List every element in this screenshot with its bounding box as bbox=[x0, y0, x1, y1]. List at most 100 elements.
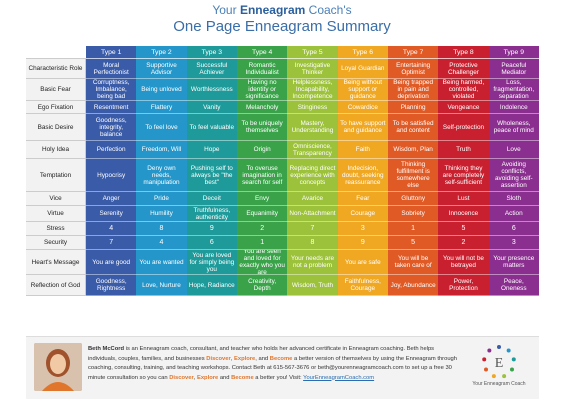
table-cell: Avarice bbox=[287, 192, 338, 206]
brand-logo: E Your Enneagram Coach bbox=[466, 343, 532, 393]
table-cell: Origin bbox=[236, 141, 288, 159]
table-cell: Indecision, doubt, seeking reassurance bbox=[337, 159, 388, 192]
type-header-5: Type 5 bbox=[287, 46, 338, 59]
become-text: Become bbox=[269, 355, 293, 362]
row-label: Basic Desire bbox=[26, 114, 86, 141]
logo-dot bbox=[497, 345, 501, 349]
table-cell: Supportive Advisor bbox=[136, 59, 187, 79]
row-label: Basic Fear bbox=[26, 79, 86, 101]
table-cell: Goodness, integrity, balance bbox=[86, 114, 137, 141]
table-cell: Loyal Guardian bbox=[337, 59, 388, 79]
table-cell: Faithfulness, Courage bbox=[337, 275, 388, 296]
table-cell: Perfection bbox=[86, 141, 137, 159]
row-label: Stress bbox=[26, 222, 86, 236]
table-cell: To be satisfied and content bbox=[387, 114, 439, 141]
table-cell: Wisdom, Truth bbox=[287, 275, 338, 296]
become-text-2: Become bbox=[231, 374, 254, 381]
table-cell: 2 bbox=[438, 236, 489, 250]
row-label: Ego Fixation bbox=[26, 101, 86, 114]
table-cell: Hypocrisy bbox=[86, 159, 137, 192]
table-cell: Vengeance bbox=[438, 101, 489, 114]
table-cell: Truth bbox=[438, 141, 489, 159]
discover-text-2: Discover bbox=[169, 374, 194, 381]
row-label: Heart's Message bbox=[26, 250, 86, 275]
table-cell: Joy, Abundance bbox=[387, 275, 439, 296]
table-cell: Truthfulness, authenticity bbox=[186, 206, 237, 222]
table-cell: Worthlessness bbox=[186, 79, 237, 101]
page-title: One Page Enneagram Summary bbox=[173, 18, 391, 35]
table-cell: You are loved for simply being you bbox=[186, 250, 237, 275]
table-cell: Being unloved bbox=[136, 79, 187, 101]
type-header-4: Type 4 bbox=[236, 46, 288, 59]
table-cell: Investigative Thinker bbox=[287, 59, 338, 79]
bio-text-3: a better version of themselves by using … bbox=[88, 355, 458, 381]
table-cell: 3 bbox=[488, 236, 539, 250]
table-cell: Goodness, Rightness bbox=[86, 275, 137, 296]
title-line-1: Your Enneagram Coach's bbox=[0, 3, 564, 17]
row-label: Reflection of God bbox=[26, 275, 86, 296]
table-cell: 3 bbox=[337, 222, 388, 236]
bio-comma: , bbox=[230, 355, 234, 362]
table-cell: Courage bbox=[337, 206, 388, 222]
row-label: Virtue bbox=[26, 206, 86, 222]
table-cell: 7 bbox=[86, 236, 137, 250]
table-cell: Stinginess bbox=[287, 101, 338, 114]
table-cell: 8 bbox=[287, 236, 338, 250]
table-cell: Avoiding conflicts, avoiding self-assert… bbox=[488, 159, 539, 192]
type-header-1: Type 1 bbox=[86, 46, 137, 59]
type-header-2: Type 2 bbox=[136, 46, 187, 59]
author-footer: Beth McCord is an Enneagram coach, consu… bbox=[26, 336, 539, 399]
table-cell: Indolence bbox=[488, 101, 539, 114]
title-suffix: Coach's bbox=[305, 3, 352, 17]
table-cell: Loss, fragmentation, separation bbox=[488, 79, 539, 101]
table-cell: Envy bbox=[236, 192, 288, 206]
table-cell: 8 bbox=[136, 222, 187, 236]
table-cell: Sobriety bbox=[387, 206, 439, 222]
table-cell: Being trapped in pain and deprivation bbox=[387, 79, 439, 101]
table-cell: Omniscience, Transparency bbox=[287, 141, 338, 159]
logo-dot bbox=[482, 357, 487, 362]
type-header-8: Type 8 bbox=[438, 46, 489, 59]
table-cell: You are safe bbox=[337, 250, 388, 275]
table-cell: Equanimity bbox=[236, 206, 288, 222]
table-cell: Peaceful Mediator bbox=[488, 59, 539, 79]
bio-comma-2: , bbox=[193, 374, 197, 381]
explore-text: Explore bbox=[234, 355, 256, 362]
table-cell: Your presence matters bbox=[488, 250, 539, 275]
table-cell: 4 bbox=[136, 236, 187, 250]
table-cell: Humility bbox=[136, 206, 187, 222]
table-cell: To have support and guidance bbox=[337, 114, 388, 141]
website-link[interactable]: YourEnneagramCoach.com bbox=[303, 374, 375, 381]
table-cell: 1 bbox=[236, 236, 288, 250]
table-cell: Having no identity or significance bbox=[236, 79, 288, 101]
table-cell: Freedom, Will bbox=[136, 141, 187, 159]
table-cell: Creativity, Depth bbox=[236, 275, 288, 296]
table-cell: Serenity bbox=[86, 206, 137, 222]
table-cell: Lust bbox=[438, 192, 489, 206]
logo-dot bbox=[487, 348, 492, 353]
table-cell: You are wanted bbox=[136, 250, 187, 275]
table-cell: 6 bbox=[186, 236, 237, 250]
table-cell: Faith bbox=[337, 141, 388, 159]
bio-text-1: is an Enneagram coach, consultant, and t… bbox=[88, 346, 435, 362]
title-brand: Enneagram bbox=[239, 3, 306, 17]
logo-dot bbox=[509, 367, 514, 372]
table-cell: Protective Challenger bbox=[438, 59, 489, 79]
table-cell: Deceit bbox=[186, 192, 237, 206]
table-cell: Gluttony bbox=[387, 192, 439, 206]
row-label: Security bbox=[26, 236, 86, 250]
discover-text: Discover bbox=[206, 355, 231, 362]
table-cell: Corruptness, Imbalance, being bad bbox=[86, 79, 137, 101]
table-cell: To overuse imagination in search for sel… bbox=[236, 159, 288, 192]
table-cell: Innocence bbox=[438, 206, 489, 222]
table-cell: Moral Perfectionist bbox=[86, 59, 137, 79]
table-cell: Peace, Oneness bbox=[488, 275, 539, 296]
table-cell: You are seen and loved for exactly who y… bbox=[236, 250, 288, 275]
table-cell: Your needs are not a problem bbox=[287, 250, 338, 275]
logo-dot bbox=[491, 374, 496, 379]
logo-dot bbox=[511, 357, 516, 362]
table-cell: Flattery bbox=[136, 101, 187, 114]
table-cell: Hope bbox=[186, 141, 237, 159]
enneagram-summary-table: Type 1 Type 2 Type 3 Type 4 Type 5 Type 6 Type… bbox=[26, 46, 539, 326]
logo-dot bbox=[502, 374, 507, 379]
